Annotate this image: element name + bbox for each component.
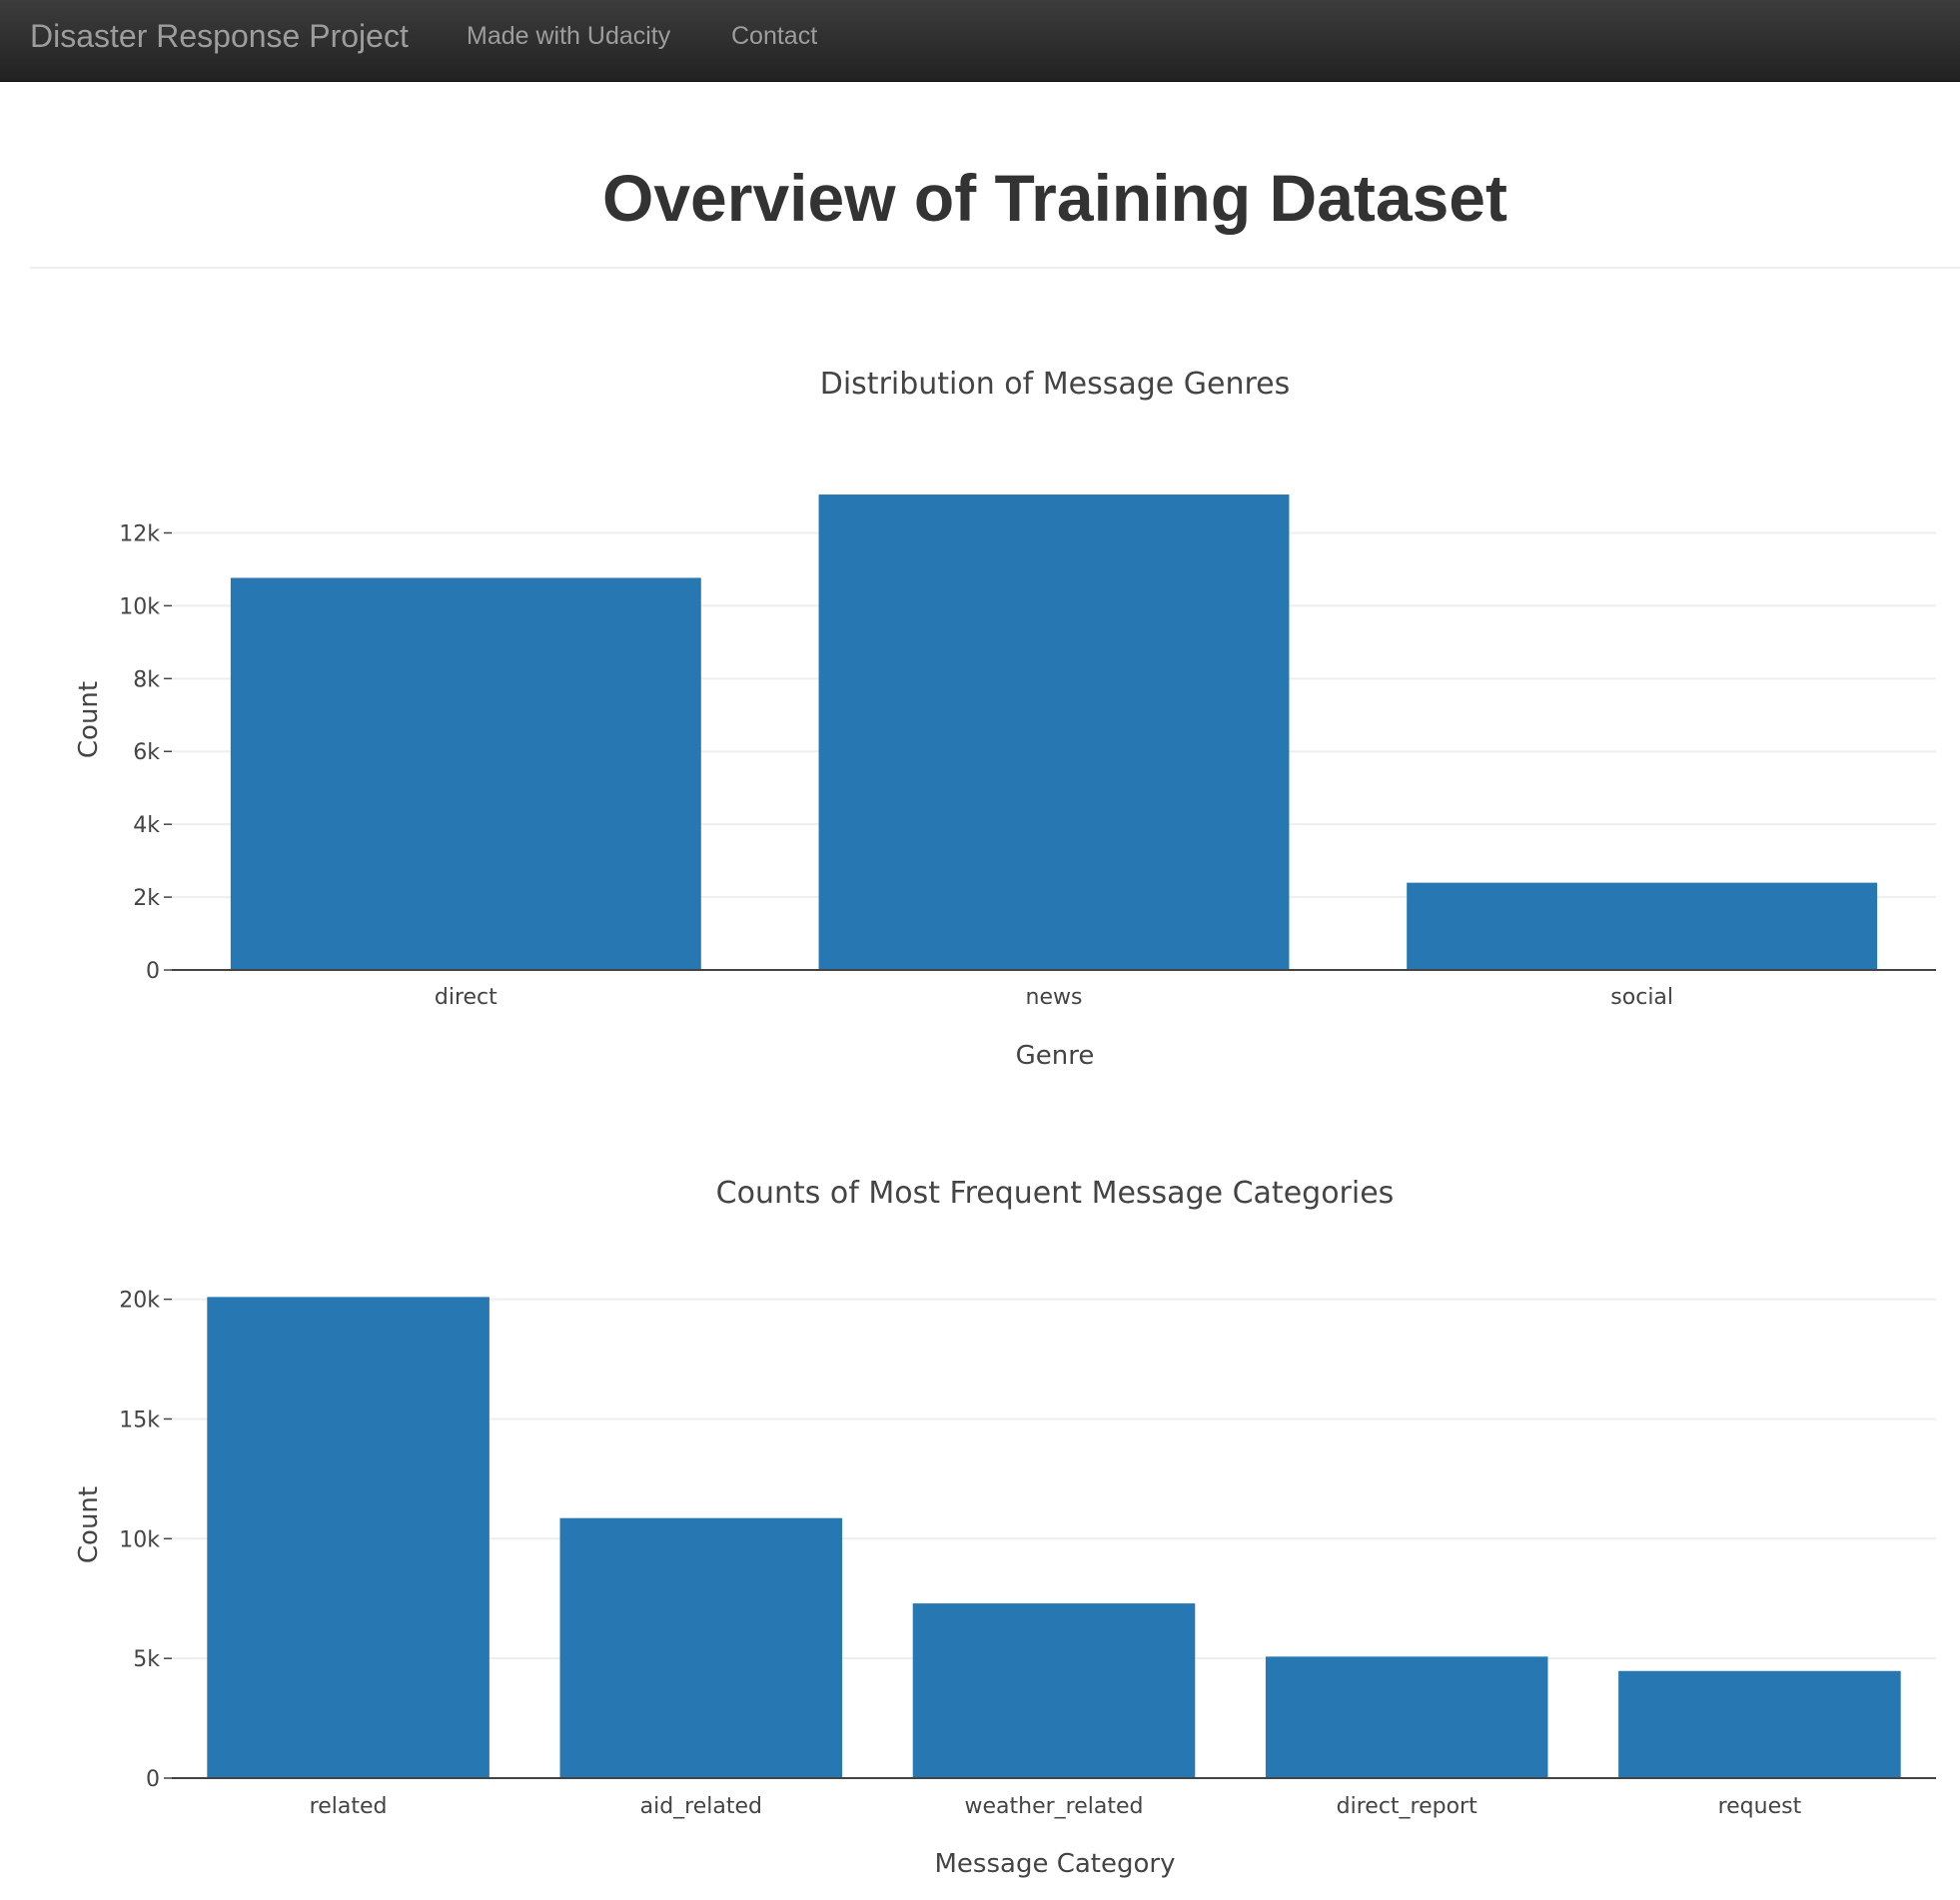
page-title: Overview of Training Dataset (602, 161, 1507, 235)
y-tick-label: 15k (119, 1408, 160, 1432)
y-tick-label: 10k (119, 594, 160, 619)
y-tick-label: 4k (133, 813, 160, 838)
x-tick-label: direct_report (1337, 1794, 1477, 1819)
x-axis-title: Genre (1016, 1041, 1095, 1071)
chart-title: Distribution of Message Genres (820, 367, 1291, 402)
x-tick-label: direct (435, 985, 497, 1010)
x-tick-label: aid_related (640, 1794, 762, 1819)
y-tick-label: 0 (146, 1767, 160, 1792)
y-axis-title: Count (74, 1486, 104, 1563)
y-tick-label: 8k (133, 667, 160, 692)
navbar-brand[interactable]: Disaster Response Project (30, 18, 409, 54)
category-counts-chart: 0 5k 10k 15k 20k related aid_related weather_re… (0, 1149, 1960, 1900)
genre-distribution-svg: 0 2k 4k 6k 8k 10k 12k direct news social Distribut… (74, 367, 1936, 1071)
chart-title: Counts of Most Frequent Message Categori… (716, 1176, 1395, 1211)
category-bar-related[interactable] (207, 1297, 490, 1778)
category-bar-request[interactable] (1618, 1670, 1901, 1778)
x-tick-label: social (1610, 985, 1673, 1010)
y-tick-label: 5k (133, 1647, 160, 1672)
x-tick-label: request (1718, 1794, 1802, 1819)
title-divider (30, 267, 1960, 269)
category-bar-direct-report[interactable] (1265, 1656, 1548, 1778)
y-axis-title: Count (74, 681, 104, 758)
y-tick-label: 6k (133, 740, 160, 765)
genre-bar-social[interactable] (1407, 882, 1878, 970)
x-axis-title: Message Category (935, 1849, 1176, 1879)
y-tick-label: 0 (146, 959, 160, 984)
x-tick-label: news (1026, 985, 1083, 1010)
genre-bar-direct[interactable] (230, 577, 701, 970)
category-counts-svg: 0 5k 10k 15k 20k related aid_related weather_re… (74, 1176, 1936, 1879)
category-bar-weather-related[interactable] (912, 1603, 1196, 1778)
x-tick-label: weather_related (965, 1794, 1144, 1819)
y-tick-label: 12k (119, 521, 160, 546)
category-bar-aid-related[interactable] (559, 1517, 843, 1778)
y-tick-label: 2k (133, 886, 160, 911)
genre-bar-news[interactable] (818, 494, 1290, 970)
y-tick-label: 10k (119, 1527, 160, 1552)
genre-distribution-chart: 0 2k 4k 6k 8k 10k 12k direct news social Distribut… (0, 340, 1960, 1099)
nav-link-contact[interactable]: Contact (731, 22, 818, 50)
navbar: Disaster Response Project Made with Udac… (0, 0, 1960, 82)
nav-link-made-with-udacity[interactable]: Made with Udacity (467, 22, 671, 50)
y-tick-label: 20k (119, 1289, 160, 1314)
x-tick-label: related (310, 1794, 388, 1819)
